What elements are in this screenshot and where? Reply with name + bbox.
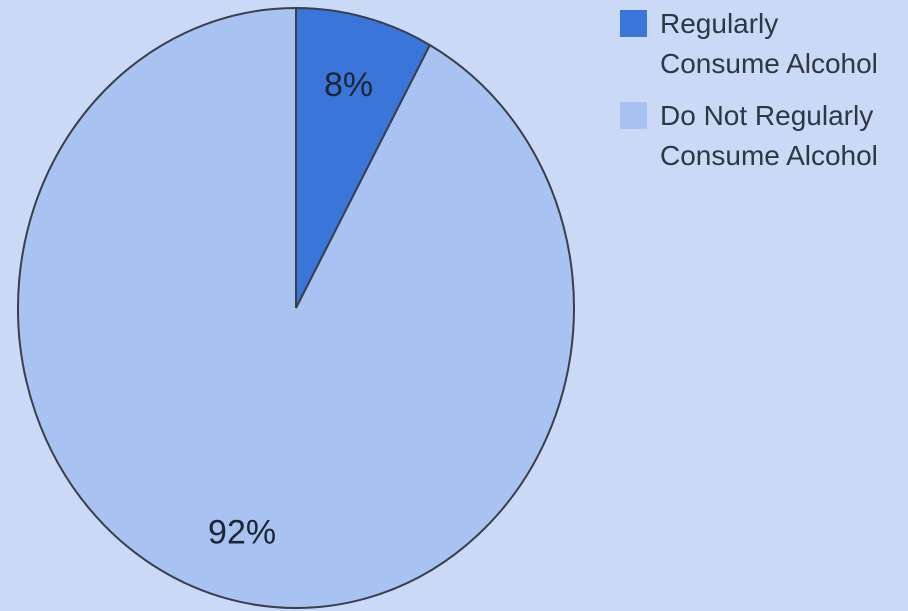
pie-chart: 8% 92% <box>17 6 575 609</box>
legend: Regularly Consume Alcohol Do Not Regular… <box>620 4 904 188</box>
pie-label-not-regularly: 92% <box>208 514 276 552</box>
legend-item-not-regularly: Do Not Regularly Consume Alcohol <box>620 96 904 176</box>
legend-label-not-regularly: Do Not Regularly Consume Alcohol <box>660 100 878 171</box>
pie-label-regularly: 8% <box>324 66 373 104</box>
legend-label-regularly: Regularly Consume Alcohol <box>660 8 878 79</box>
legend-swatch-regularly <box>620 10 647 37</box>
pie-slice-regularly <box>295 6 432 309</box>
legend-swatch-not-regularly <box>620 102 647 129</box>
pie-slice-not-regularly <box>17 6 575 609</box>
legend-item-regularly: Regularly Consume Alcohol <box>620 4 904 84</box>
